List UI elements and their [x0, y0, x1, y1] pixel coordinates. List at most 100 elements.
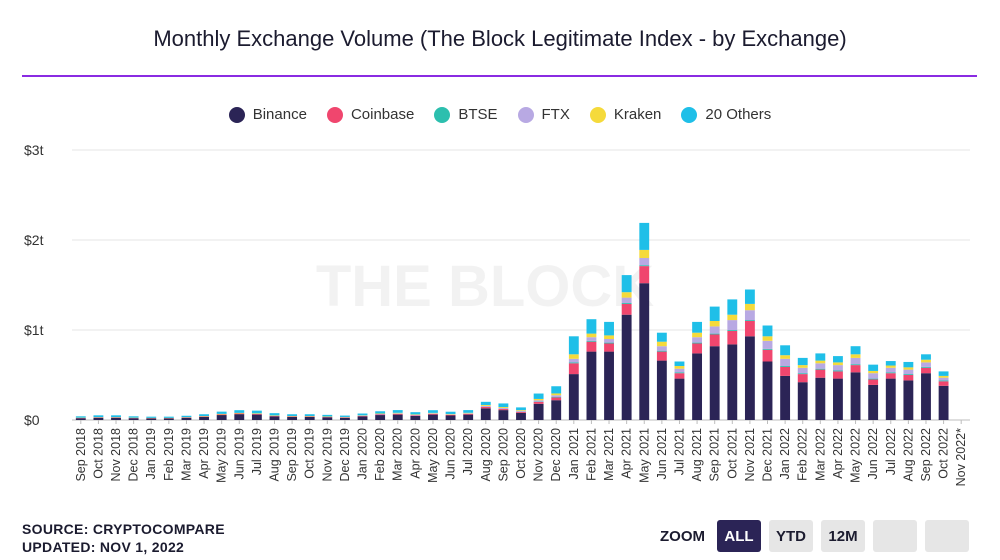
bar-segment-others: [516, 407, 526, 411]
zoom-all-button[interactable]: ALL: [717, 520, 761, 552]
x-tick-label: Sep 2022: [919, 428, 933, 482]
legend-label-kraken: Kraken: [613, 106, 662, 123]
stacked-bar-chart: THE BLOCK $0 $1t $2t $3t Sep 2018 Oct 2018 Nov …: [24, 142, 970, 486]
bar-segment-coinbase: [533, 402, 544, 404]
legend-item-binance[interactable]: Binance: [228, 106, 307, 123]
legend-item-kraken[interactable]: Kraken: [589, 106, 662, 123]
x-tick-label: Sep 2018: [74, 428, 88, 482]
bar-segment-binance: [551, 400, 562, 420]
bar-segment-others: [921, 354, 931, 360]
bar-segment-btse: [586, 340, 597, 342]
bar-segment-others: [234, 410, 245, 413]
bar-segment-binance: [568, 374, 579, 420]
bar-segment-binance: [322, 417, 333, 420]
bar-segment-coinbase: [216, 414, 227, 416]
bar-segment-others: [428, 410, 438, 413]
bar-segment-kraken: [762, 336, 773, 341]
bar-segment-coinbase: [797, 374, 808, 383]
bar-segment-ftx: [903, 369, 914, 375]
bar-segment-others: [586, 319, 597, 334]
bar-segment-ftx: [656, 346, 667, 351]
x-tick-label: Feb 2019: [162, 428, 176, 481]
x-tick-label: Apr 2019: [197, 428, 211, 479]
bar-segment-binance: [744, 336, 755, 420]
bar-segment-coinbase: [833, 371, 843, 379]
legend-label-coinbase: Coinbase: [350, 106, 415, 123]
bar-segment-others: [339, 415, 350, 417]
bar-segment-others: [604, 321, 614, 336]
bar-segment-coinbase: [428, 413, 438, 415]
updated-text: UPDATED: NOV 1, 2022: [22, 539, 185, 555]
bar-segment-binance: [269, 416, 280, 420]
bar-segment-others: [551, 386, 562, 394]
bar-segment-others: [287, 414, 298, 417]
bar-segment-btse: [604, 342, 614, 344]
x-tick-label: Jul 2019: [250, 428, 264, 475]
bar-segment-kraken: [727, 314, 738, 321]
bar-segment-kraken: [921, 359, 931, 363]
bar-segment-kraken: [903, 367, 914, 370]
bar-segment-binance: [93, 417, 104, 420]
bar-segment-coinbase: [762, 349, 773, 362]
legend-dot-btse: [434, 106, 451, 123]
bar-segment-kraken: [392, 412, 403, 414]
x-tick-label: May 2020: [426, 428, 440, 483]
bar-segment-binance: [234, 414, 245, 420]
bar-segment-binance: [251, 414, 262, 420]
bar-segment-coinbase: [551, 397, 562, 401]
x-tick-label: Jun 2022: [866, 428, 880, 479]
bar-segment-btse: [815, 368, 826, 370]
bar-segment-others: [199, 414, 209, 417]
legend-item-btse[interactable]: BTSE: [434, 106, 498, 123]
bar-segment-btse: [727, 330, 738, 331]
zoom-12m-button[interactable]: 12M: [821, 520, 865, 552]
bar-segment-binance: [921, 373, 931, 420]
x-tick-label: Jan 2022: [778, 428, 792, 479]
bar-segment-others: [216, 411, 227, 414]
bar-segment-binance: [674, 378, 685, 420]
bar-segment-coinbase: [674, 373, 685, 379]
legend-dot-coinbase: [326, 106, 343, 123]
zoom-controls: ZOOM ALL YTD 12M: [660, 520, 969, 552]
bar-segment-binance: [410, 415, 421, 420]
bar-segment-binance: [938, 385, 949, 420]
bar-segment-ftx: [709, 326, 720, 334]
bar-segment-btse: [921, 366, 931, 368]
bar-segment-btse: [674, 372, 685, 374]
bar-segment-others: [903, 361, 914, 368]
y-tick-label: $1t: [24, 322, 44, 338]
bar-segment-btse: [639, 265, 650, 267]
bar-segment-binance: [516, 412, 526, 420]
x-tick-label: Jul 2021: [672, 428, 686, 475]
bar-segment-btse: [656, 350, 667, 352]
legend-item-coinbase[interactable]: Coinbase: [326, 106, 415, 123]
chart-footer: SOURCE: CRYPTOCOMPARE UPDATED: NOV 1, 20…: [22, 520, 225, 556]
bar-segment-others: [885, 361, 896, 366]
zoom-extra-button-1[interactable]: [873, 520, 917, 552]
bar-segment-binance: [762, 361, 773, 420]
bar-segment-ftx: [586, 337, 597, 341]
legend-label-binance: Binance: [252, 106, 307, 123]
x-tick-label: Sep 2020: [496, 428, 510, 482]
bar-segment-coinbase: [639, 266, 650, 284]
legend-item-others[interactable]: 20 Others: [681, 106, 771, 123]
zoom-extra-button-2[interactable]: [925, 520, 969, 552]
bar-segment-others: [780, 345, 791, 356]
bar-segment-kraken: [744, 303, 755, 311]
x-tick-label: Mar 2019: [179, 428, 193, 481]
bar-segment-coinbase: [938, 381, 949, 386]
zoom-ytd-button[interactable]: YTD: [769, 520, 813, 552]
x-tick-label: Oct 2020: [514, 428, 528, 479]
x-tick-label: Jul 2022: [884, 428, 898, 475]
x-tick-label: Aug 2021: [690, 428, 704, 482]
bar-segment-btse: [938, 380, 949, 382]
source-text: SOURCE: CRYPTOCOMPARE: [22, 521, 225, 537]
bar-segment-btse: [833, 370, 843, 372]
bar-segment-kraken: [815, 360, 826, 364]
bar-segment-coinbase: [516, 411, 526, 413]
bar-segment-binance: [146, 418, 157, 420]
bar-segment-coinbase: [392, 413, 403, 415]
legend-dot-ftx: [517, 106, 534, 123]
bar-segment-kraken: [586, 333, 597, 338]
legend-item-ftx[interactable]: FTX: [517, 106, 570, 123]
